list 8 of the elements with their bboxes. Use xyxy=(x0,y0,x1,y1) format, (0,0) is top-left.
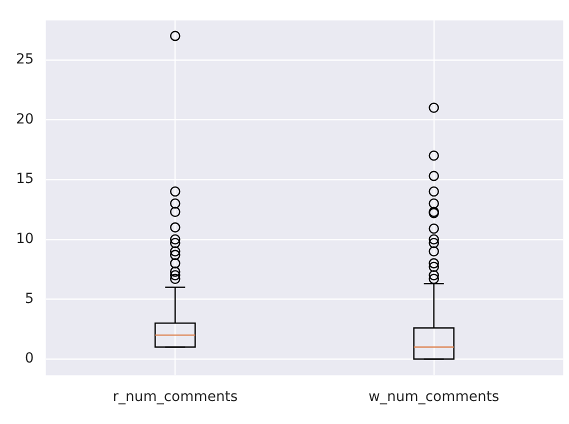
y-tick-label: 20 xyxy=(16,111,34,128)
y-tick-label: 25 xyxy=(16,52,34,68)
y-tick-label: 0 xyxy=(24,350,34,367)
x-tick-label: w_num_comments xyxy=(368,389,500,406)
y-tick-label: 5 xyxy=(24,290,34,307)
x-tick-label: r_num_comments xyxy=(112,389,238,406)
y-tick-label: 15 xyxy=(16,171,34,188)
y-tick-label: 10 xyxy=(16,231,34,248)
